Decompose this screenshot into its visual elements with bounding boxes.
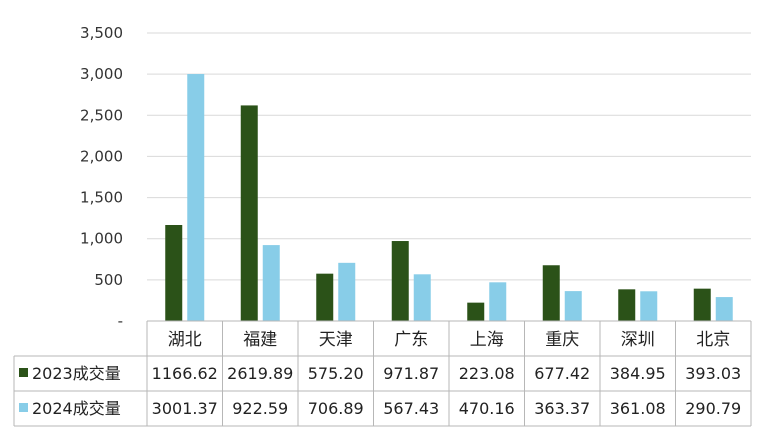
category-label: 深圳	[621, 330, 655, 350]
bar-2023	[542, 265, 560, 321]
bar-2023	[240, 105, 258, 322]
data-cell: 971.87	[383, 364, 439, 383]
bar-2024	[262, 245, 280, 321]
y-tick-label: 1,500	[80, 189, 123, 207]
bar-2023	[618, 289, 636, 321]
y-axis: - 500 1,000 1,500 2,000 2,500 3,000 3,500	[80, 24, 123, 330]
gridlines	[147, 32, 751, 281]
data-cell: 1166.62	[152, 364, 218, 383]
series-name: 2024成交量	[32, 399, 121, 418]
bar-2024	[338, 262, 356, 321]
y-tick-label: -	[118, 312, 123, 330]
bar-2023	[165, 225, 183, 321]
data-cell: 384.95	[610, 364, 666, 383]
category-label: 天津	[319, 330, 353, 350]
data-cell: 706.89	[308, 399, 364, 418]
legend-key-2023	[19, 368, 28, 377]
y-tick-label: 1,000	[80, 230, 123, 248]
category-label: 上海	[470, 330, 504, 350]
y-tick-label: 2,000	[80, 147, 123, 165]
data-cell: 677.42	[534, 364, 590, 383]
data-cell: 393.03	[685, 364, 741, 383]
data-cell: 470.16	[459, 399, 515, 418]
y-tick-label: 3,500	[80, 24, 123, 42]
y-tick-label: 3,000	[80, 65, 123, 83]
data-cell: 361.08	[610, 399, 666, 418]
data-cell: 575.20	[308, 364, 364, 383]
bar-2024	[413, 274, 431, 321]
y-tick-label: 500	[94, 271, 123, 289]
bar-2024	[187, 74, 205, 322]
category-label: 湖北	[168, 330, 202, 350]
bar-2023	[316, 273, 334, 321]
data-table: 湖北 福建 天津 广东 上海 重庆 深圳 北京 2023成交量 1166.62 2619.89 575…	[13, 320, 752, 427]
bar-2024	[564, 291, 582, 321]
category-label: 广东	[394, 330, 428, 350]
bar-2023	[391, 241, 409, 321]
bars	[165, 74, 733, 322]
data-cell: 363.37	[534, 399, 590, 418]
category-label: 重庆	[545, 330, 579, 350]
bar-2024	[489, 282, 507, 321]
data-cell: 223.08	[459, 364, 515, 383]
category-label: 福建	[243, 330, 277, 350]
data-cell: 2619.89	[227, 364, 293, 383]
y-tick-label: 2,500	[80, 106, 123, 124]
legend-key-2024	[19, 403, 28, 412]
category-label: 北京	[696, 330, 730, 350]
data-cell: 922.59	[232, 399, 288, 418]
series-name: 2023成交量	[32, 364, 121, 383]
data-cell: 290.79	[685, 399, 741, 418]
bar-2024	[715, 297, 733, 321]
bar-2023	[467, 302, 485, 321]
bar-2023	[693, 288, 711, 321]
data-cell: 567.43	[383, 399, 439, 418]
data-cell: 3001.37	[152, 399, 218, 418]
bar-2024	[640, 291, 658, 321]
